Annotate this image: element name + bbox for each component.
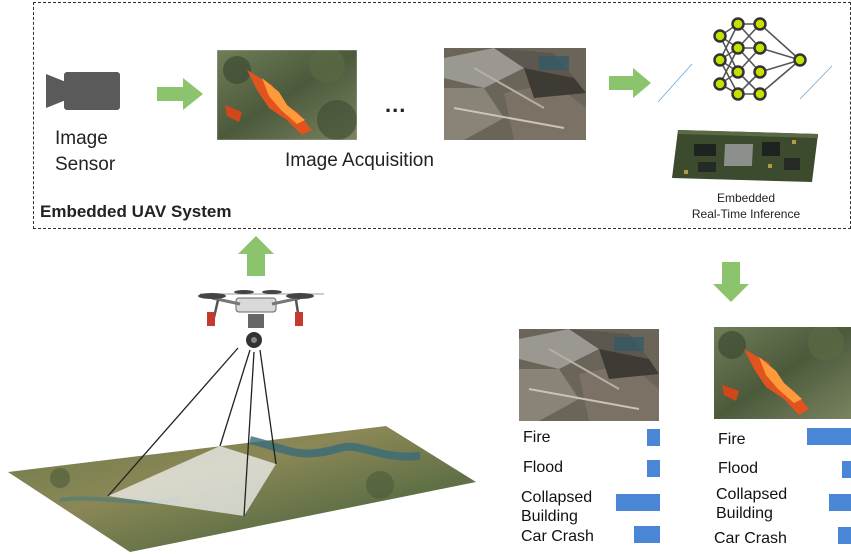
embedded-board-icon [672,130,818,182]
arrow-right-icon [609,68,651,98]
score-bar-collapsed-building [829,494,851,511]
field-of-view [108,446,276,516]
camera-icon [46,72,120,110]
image-sensor-label: Image Sensor [55,126,115,178]
image-sensor-label-line2: Sensor [55,154,116,175]
class-label-car-crash: Car Crash [521,528,594,545]
arrow-right-icon [157,78,203,110]
wildfire-photo [217,50,357,140]
class-label-fire: Fire [523,429,551,446]
arrow-up-icon [238,236,274,276]
image-sensor-label-line1: Image [55,128,108,149]
class-label-collapsed-building-line1: Collapsed [716,486,788,503]
score-bar-flood [842,461,851,478]
collapsed-building-photo [444,48,586,140]
class-label-flood: Flood [718,460,759,477]
class-label-collapsed-building-line1: Collapsed [521,489,593,506]
arrow-down-icon [713,262,749,302]
class-label-collapsed-building-line2: Building [716,505,773,522]
field-of-view-lines [107,347,277,517]
score-bar-collapsed-building [616,494,660,511]
neural-network-icon [657,17,833,103]
class-label-collapsed-building: Collapsed Building [521,488,592,526]
embedded-inference-label: Embedded Real-Time Inference [666,190,826,222]
result-photo-collapsed-building [519,329,659,421]
embedded-inference-line2: Real-Time Inference [691,207,801,221]
ellipsis: ... [385,92,407,117]
class-label-collapsed-building: Collapsed Building [716,485,787,523]
score-bar-car-crash [634,526,660,543]
score-bar-car-crash [838,527,851,544]
system-title: Embedded UAV System [40,202,232,221]
drone-scene [8,290,476,552]
image-acquisition-label: Image Acquisition [285,150,434,171]
class-label-car-crash: Car Crash [714,530,787,547]
class-label-collapsed-building-line2: Building [521,508,578,525]
class-label-fire: Fire [718,431,746,448]
class-label-flood: Flood [523,459,564,476]
result-photo-wildfire [714,327,851,419]
score-bar-flood [647,460,660,477]
score-bar-fire [807,428,851,445]
drone-icon [198,290,324,348]
embedded-inference-line1: Embedded [716,191,776,205]
score-bar-fire [647,429,660,446]
